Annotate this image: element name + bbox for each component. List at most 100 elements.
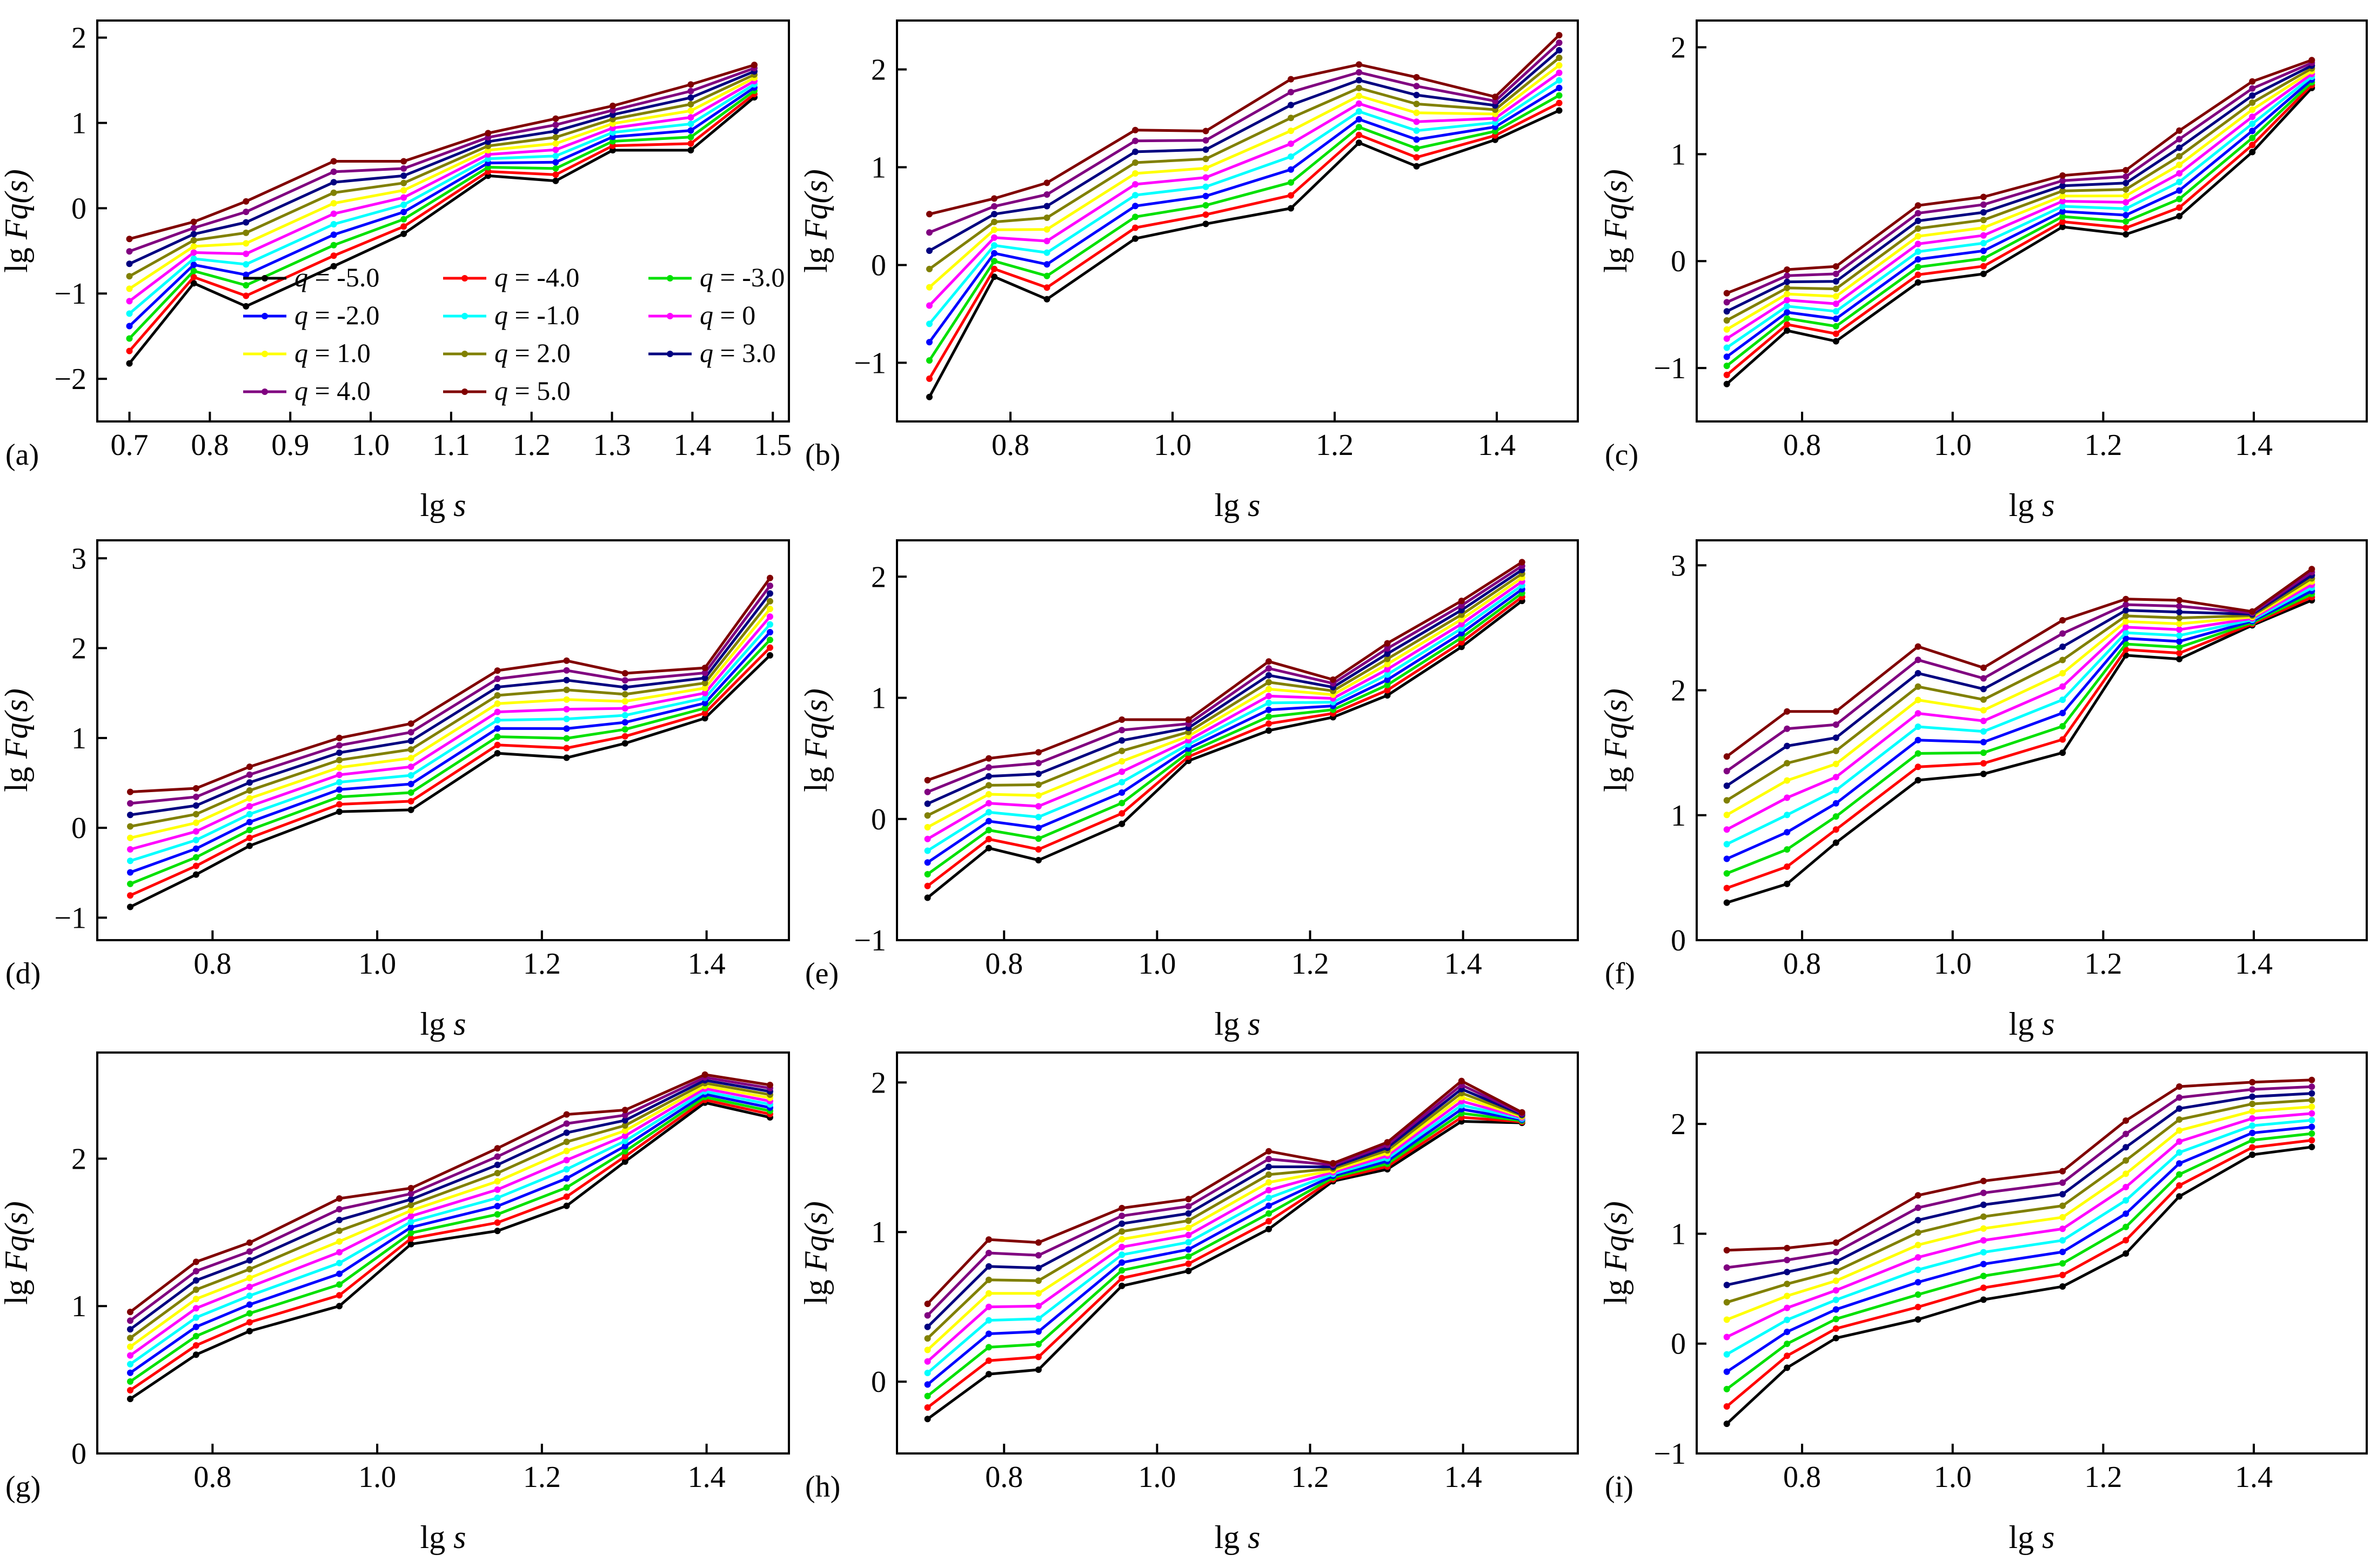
legend-label: q = 4.0 [294, 376, 371, 406]
data-point [1265, 1225, 1272, 1232]
series-line-q-3.0 [129, 1078, 771, 1331]
series-line-q-5.0 [1726, 1078, 2312, 1252]
data-point [494, 684, 501, 691]
data-point [1413, 136, 1420, 143]
data-point [563, 676, 570, 684]
data-point [1035, 814, 1042, 821]
series-line-q--4.0 [1726, 595, 2313, 889]
data-point [1980, 1272, 1987, 1279]
legend-marker [461, 351, 468, 357]
data-point [494, 700, 501, 707]
y-axis-label: lg Fq(s) [798, 1201, 834, 1305]
data-point [1202, 165, 1209, 172]
y-tick-label: 2 [871, 560, 886, 594]
data-point [1980, 201, 1987, 208]
data-point [246, 787, 253, 794]
data-point [2176, 178, 2183, 185]
data-point [127, 1378, 133, 1385]
series-line-q--5.0 [129, 654, 771, 908]
data-point [1288, 89, 1294, 96]
data-point [985, 809, 992, 816]
data-point [494, 733, 501, 740]
legend-marker [461, 388, 468, 395]
data-point [621, 684, 628, 691]
data-point [563, 1166, 570, 1173]
data-point [563, 1175, 570, 1182]
data-point [243, 303, 250, 310]
data-point [985, 817, 992, 825]
data-point [2176, 1116, 2183, 1123]
legend-marker [262, 388, 268, 395]
data-point [1265, 693, 1272, 700]
data-point [1202, 156, 1209, 163]
data-point [2249, 1086, 2256, 1093]
data-point [1723, 1247, 1730, 1254]
data-point [1043, 179, 1050, 186]
legend-label: q = -1.0 [494, 300, 579, 330]
data-point [1980, 1249, 1987, 1256]
data-point [400, 223, 407, 230]
data-point [563, 1111, 570, 1118]
data-point [1356, 116, 1362, 123]
data-point [1330, 1160, 1336, 1167]
data-point [1914, 1279, 1921, 1286]
data-point [621, 726, 628, 733]
data-point [246, 1292, 253, 1299]
data-point [246, 1283, 253, 1290]
data-point [1784, 266, 1791, 273]
data-point [1723, 308, 1730, 315]
data-point [1784, 315, 1791, 322]
data-point [1265, 1187, 1272, 1194]
data-point [1784, 1364, 1791, 1371]
series-line-q-5.0 [129, 1073, 771, 1314]
data-point [1265, 1156, 1272, 1163]
data-point [126, 323, 133, 330]
data-point [246, 763, 253, 770]
data-point [2308, 1076, 2315, 1083]
data-point [1914, 1267, 1921, 1274]
data-point [2122, 1130, 2130, 1137]
data-point [1832, 263, 1839, 270]
data-point [246, 1319, 253, 1326]
data-point [985, 1371, 992, 1378]
data-point [1202, 192, 1209, 199]
data-point [1784, 760, 1791, 767]
data-point [336, 786, 343, 793]
data-point [2308, 1130, 2315, 1137]
data-point [400, 230, 407, 237]
data-point [2059, 749, 2066, 756]
data-point [1185, 716, 1192, 723]
data-point [1832, 323, 1839, 330]
data-point [2249, 1078, 2256, 1085]
data-point [1185, 1239, 1192, 1246]
data-point [991, 234, 997, 241]
data-point [1119, 758, 1126, 765]
data-point [2122, 1117, 2130, 1124]
data-point [243, 209, 250, 216]
x-axis-label: lg s [420, 1006, 466, 1042]
data-point [563, 735, 570, 742]
data-point [2249, 1122, 2256, 1129]
y-tick-label: 0 [1671, 924, 1686, 957]
data-point [1119, 1259, 1126, 1266]
data-point [687, 88, 694, 95]
data-point [1832, 813, 1839, 820]
data-point [192, 810, 199, 817]
y-tick-label: 1 [1671, 1217, 1686, 1251]
data-point [1119, 779, 1126, 786]
data-point [1832, 293, 1839, 300]
series-line-q--2.0 [1726, 78, 2313, 358]
data-point [494, 1161, 501, 1168]
data-point [494, 708, 501, 715]
data-point [985, 836, 992, 842]
y-tick-label: 0 [71, 1437, 86, 1471]
data-point [563, 725, 570, 732]
data-point [1035, 1353, 1042, 1361]
x-tick-label: 1.2 [1316, 428, 1354, 462]
data-point [2059, 177, 2066, 184]
data-point [485, 130, 492, 137]
data-point [926, 339, 933, 346]
data-point [400, 194, 407, 201]
data-point [1784, 1269, 1791, 1276]
data-point [330, 231, 337, 238]
